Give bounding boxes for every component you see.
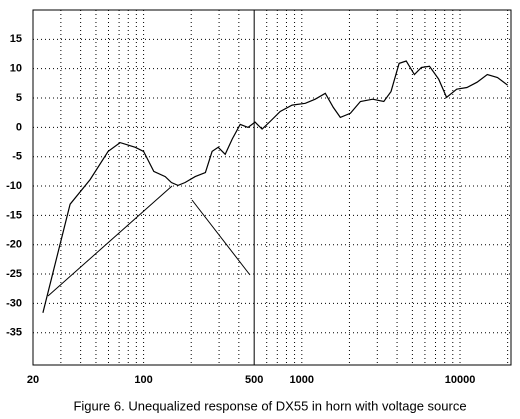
annotation-line bbox=[47, 185, 173, 297]
chart-title: Figure 6. Unequalized response of DX55 i… bbox=[73, 398, 466, 413]
y-tick-label: 0 bbox=[16, 121, 22, 133]
y-tick-label: 15 bbox=[10, 33, 22, 45]
y-tick-label: -20 bbox=[6, 239, 22, 251]
x-tick-label: 20 bbox=[27, 374, 39, 386]
y-tick-label: 5 bbox=[16, 92, 22, 104]
x-tick-label: 500 bbox=[245, 374, 263, 386]
y-tick-label: 10 bbox=[10, 63, 22, 75]
y-tick-label: -5 bbox=[12, 151, 22, 163]
response-line bbox=[42, 60, 508, 313]
y-tick-label: -35 bbox=[6, 327, 22, 339]
annotation-line bbox=[191, 199, 251, 276]
y-tick-label: -10 bbox=[6, 180, 22, 192]
y-tick-label: -15 bbox=[6, 209, 22, 221]
y-tick-label: -25 bbox=[6, 268, 22, 280]
x-tick-label: 10000 bbox=[445, 374, 476, 386]
plot-frame bbox=[32, 9, 512, 366]
x-tick-label: 100 bbox=[134, 374, 152, 386]
y-tick-label: -30 bbox=[6, 297, 22, 309]
x-tick-label: 1000 bbox=[290, 374, 314, 386]
